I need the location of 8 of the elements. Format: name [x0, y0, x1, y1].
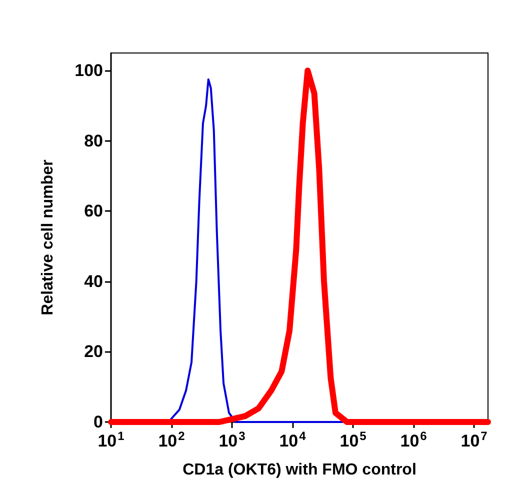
y-tick-label: 40	[84, 272, 103, 291]
y-tick-label: 0	[94, 412, 103, 432]
y-tick-label: 100	[74, 61, 103, 80]
y-tick-label: 60	[84, 202, 103, 221]
x-axis-title: CD1a (OKT6) with FMO control	[182, 462, 416, 478]
y-axis-title: Relative cell number	[40, 160, 56, 316]
y-tick-label: 20	[84, 342, 103, 362]
y-tick-label: 80	[84, 131, 103, 150]
